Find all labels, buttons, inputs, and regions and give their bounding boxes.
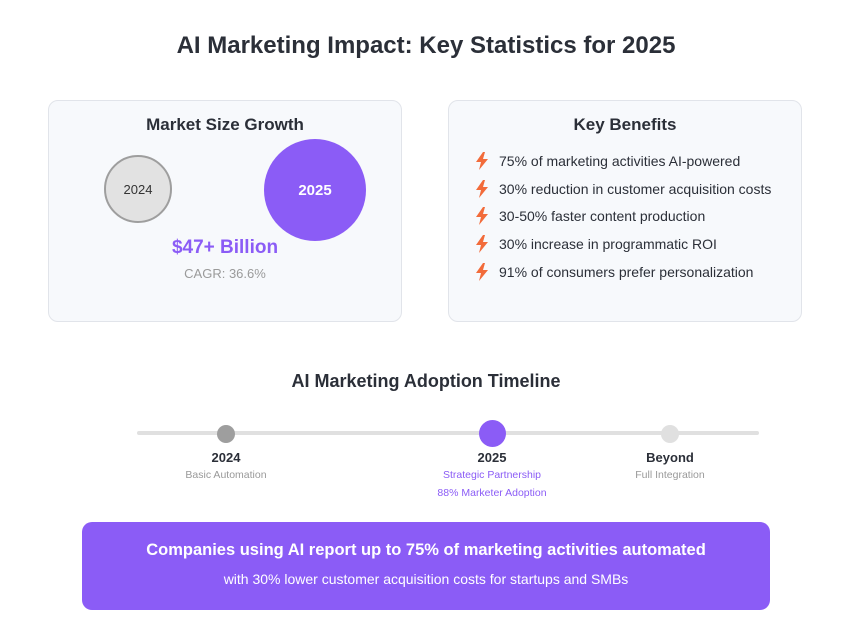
market-size-card: Market Size Growth 2024 2025 $47+ Billio… — [48, 100, 402, 322]
milestone-year: 2024 — [211, 450, 241, 465]
benefit-text: 91% of consumers prefer personalization — [499, 264, 754, 281]
lightning-bolt-icon — [476, 151, 488, 170]
milestone-desc: Full Integration — [635, 469, 705, 481]
lightning-bolt-icon — [476, 263, 488, 282]
benefit-item: 91% of consumers prefer personalization — [475, 258, 771, 286]
milestone-2024: 2024 Basic Automation — [136, 450, 316, 481]
timeline-dot-beyond — [661, 425, 679, 443]
timeline-line — [137, 431, 759, 435]
timeline-title: AI Marketing Adoption Timeline — [291, 371, 561, 391]
milestone-sub: 88% Marketer Adoption — [437, 487, 547, 499]
market-size-title: Market Size Growth — [146, 115, 304, 134]
milestone-beyond: Beyond Full Integration — [580, 450, 760, 481]
key-benefits-card: Key Benefits 75% of marketing activities… — [448, 100, 802, 322]
lightning-bolt-icon — [476, 179, 488, 198]
milestone-year: Beyond — [646, 450, 694, 465]
benefit-text: 30% increase in programmatic ROI — [499, 236, 717, 253]
benefit-item: 30% reduction in customer acquisition co… — [475, 175, 771, 203]
benefit-text: 75% of marketing activities AI-powered — [499, 152, 741, 169]
milestone-desc: Strategic Partnership — [442, 469, 542, 481]
benefit-item: 30% increase in programmatic ROI — [475, 230, 771, 258]
banner-subtext: with 30% lower customer acquisition cost… — [223, 571, 629, 587]
benefit-text: 30-50% faster content production — [499, 208, 706, 225]
milestone-desc: Basic Automation — [185, 469, 267, 481]
benefit-item: 75% of marketing activities AI-powered — [475, 147, 771, 175]
timeline-dot-2025 — [479, 420, 506, 447]
summary-banner: Companies using AI report up to 75% of m… — [82, 522, 770, 610]
market-value: $47+ Billion — [171, 237, 279, 258]
timeline-dot-2024 — [217, 425, 235, 443]
benefit-list: 75% of marketing activities AI-powered 3… — [475, 147, 771, 286]
benefit-item: 30-50% faster content production — [475, 203, 771, 231]
banner-headline: Companies using AI report up to 75% of m… — [146, 541, 706, 559]
market-cagr: CAGR: 36.6% — [184, 266, 266, 281]
milestone-2025: 2025 Strategic Partnership 88% Marketer … — [402, 450, 582, 499]
lightning-bolt-icon — [476, 207, 488, 226]
bubble-2025: 2025 — [264, 139, 366, 241]
lightning-bolt-icon — [476, 235, 488, 254]
milestone-year: 2025 — [477, 450, 507, 465]
key-benefits-title: Key Benefits — [573, 115, 677, 134]
benefit-text: 30% reduction in customer acquisition co… — [499, 180, 772, 197]
bubble-2024: 2024 — [104, 155, 172, 223]
page-title: AI Marketing Impact: Key Statistics for … — [176, 32, 676, 59]
